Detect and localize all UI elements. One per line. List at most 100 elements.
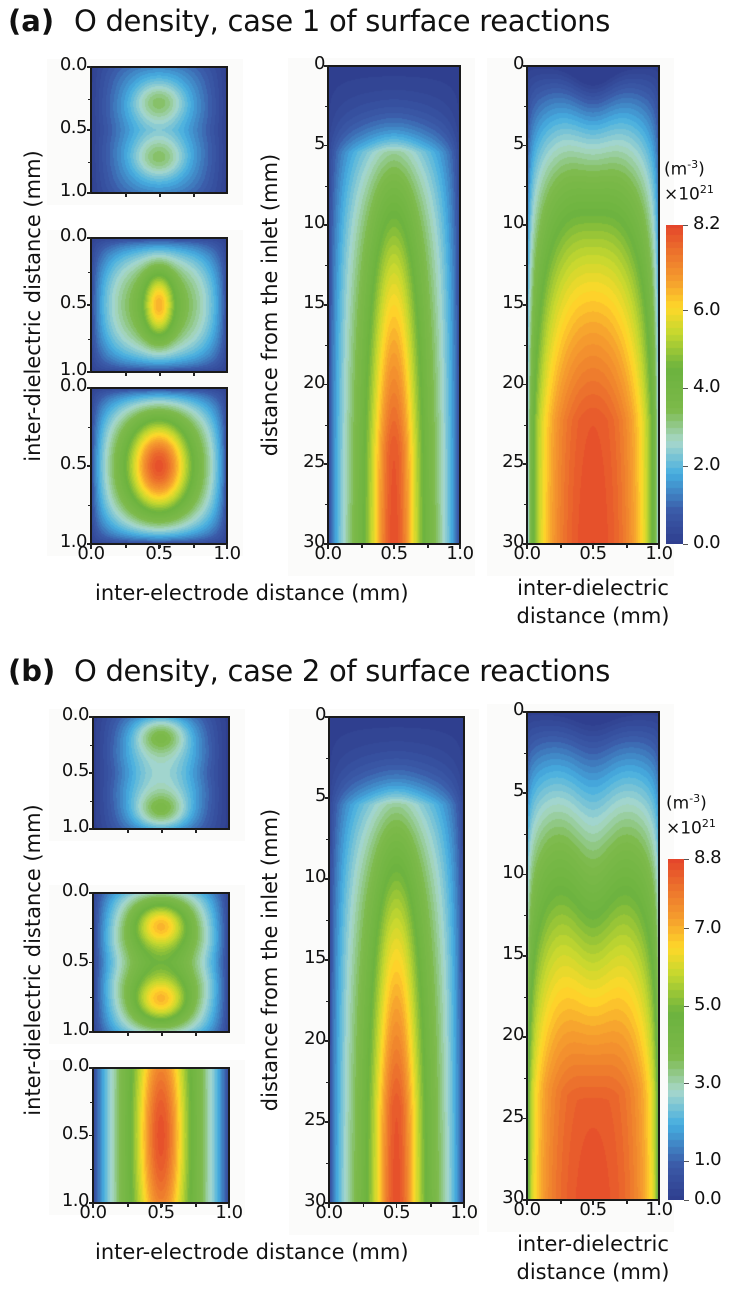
panel-a-cross-section-3-ytick	[87, 465, 91, 467]
panel-a-electrode-plane-ytick-label: 20	[303, 371, 325, 393]
panel-b-dielectric-plane-xminor	[560, 1200, 562, 1204]
panel-b-colorbar-tick	[684, 1199, 689, 1201]
panel-b-unit-exp: -3	[689, 792, 701, 805]
panel-b-electrode-plane-ytick	[325, 878, 329, 880]
panel-b-dielectric-plane-ytick-label: 30	[502, 1187, 524, 1208]
panel-a-cross-section-2-ytick-label: 1.0	[59, 359, 88, 380]
panel-a-colorbar	[666, 225, 683, 544]
panel-a-dielectric-plane-xminor	[626, 544, 628, 548]
panel-a-dielectric-plane-yminor	[524, 105, 527, 107]
panel-b-cross-section-xminor	[195, 1203, 197, 1207]
panel-b-dielectric-plane-xtick	[526, 1200, 528, 1205]
panel-b-dielectric-plane-ytick	[523, 955, 527, 957]
panel-a-dielectric-xlabel-1: inter-dielectric	[517, 576, 669, 600]
panel-a-colorbar-label: 4.0	[693, 376, 721, 398]
panel-b-scale-base: ×10	[666, 818, 702, 839]
panel-b-cross-section-xtick-label: 0.0	[79, 1202, 107, 1223]
panel-a-cross-section-2-xminor	[159, 372, 161, 376]
panel-b-cross-section-3-ytick	[89, 1202, 93, 1204]
panel-b-dielectric-plane-yminor	[524, 996, 527, 998]
panel-b-electrode-plane-ytick	[325, 1121, 329, 1123]
panel-b-colorbar-label: 8.8	[694, 847, 722, 868]
panel-b-cross-section-3-xminor	[161, 1203, 163, 1207]
panel-b-electrode-plane-ytick-label: 5	[315, 785, 326, 806]
panel-a-dielectric-plane-ytick-label: 25	[502, 451, 524, 473]
panel-a-cross-section-3-ytick	[87, 387, 91, 389]
panel-a-electrode-plane-ytick-label: 25	[303, 451, 325, 473]
panel-b-electrode-plane-yminor	[326, 757, 329, 759]
panel-a-cross-section-3-ytick-label: 0.5	[59, 453, 88, 474]
panel-a-cross-section-xtick	[226, 544, 228, 549]
panel-a-colorbar-tick	[683, 310, 688, 312]
panel-b-electrode-xlabel: inter-electrode distance (mm)	[95, 1240, 409, 1264]
panel-a-cross-section-2-ytick	[87, 371, 91, 373]
panel-a-electrode-plane-xminor	[427, 544, 429, 548]
panel-a-electrode-plane-map-frame	[327, 65, 461, 545]
panel-b-cross-section-1-ytick-label: 0.0	[61, 704, 90, 725]
panel-b-dielectric-plane-ytick	[523, 1199, 527, 1201]
panel-a-colorbar-tick	[683, 387, 688, 390]
panel-b-cross-section-map-3-frame	[92, 1067, 230, 1204]
panel-b-cross-section-ylabel: inter-dielectric distance (mm)	[21, 804, 45, 1116]
panel-b-dielectric-plane-yminor	[524, 1159, 527, 1161]
panel-b-cross-section-2-xminor	[195, 1032, 197, 1036]
panel-b-electrode-plane-map	[329, 717, 464, 1203]
panel-b-cross-section-1-ytick-label: 0.5	[61, 760, 90, 781]
panel-b-dielectric-plane-ytick	[523, 792, 527, 794]
panel-a-cross-section-1-ytick	[87, 192, 91, 194]
panel-b-unit-close: )	[700, 793, 707, 814]
panel-a-dielectric-plane-xminor	[560, 544, 562, 548]
panel-b-cross-section-1-ytick	[89, 716, 93, 718]
panel-a-dielectric-plane-xtick	[658, 544, 660, 549]
panel-a-dielectric-plane-ytick-label: 15	[502, 292, 524, 313]
panel-a-cross-section-xminor	[193, 544, 195, 548]
panel-b-cross-section-2-ytick	[89, 1031, 93, 1033]
panel-a-cross-section-1-ytick-label: 1.0	[59, 180, 88, 201]
panel-a-dielectric-plane-ytick	[523, 304, 527, 306]
panel-b-electrode-plane-yminor	[326, 1081, 329, 1083]
panel-a-cross-section-2-ytick	[87, 237, 91, 239]
panel-a-colorbar-label: 8.2	[693, 213, 721, 234]
panel-a-electrode-plane-yminor	[325, 105, 328, 107]
panel-b-cross-section-map-1	[93, 717, 229, 829]
panel-b-dielectric-plane-xminor	[626, 1200, 628, 1204]
panel-a-electrode-plane-xminor	[361, 544, 363, 548]
panel-a-cross-section-map-3-frame	[90, 387, 228, 545]
panel-b-electrode-plane-xtick	[395, 1203, 397, 1208]
panel-a-cross-section-1-yminor	[88, 98, 91, 100]
panel-a-electrode-plane-ytick	[324, 144, 328, 147]
panel-a-cross-section-2-yminor	[88, 338, 91, 340]
panel-b-dielectric-xlabel-2: distance (mm)	[516, 1260, 670, 1284]
panel-b-colorbar	[668, 859, 684, 1200]
panel-b-dielectric-plane-ytick	[523, 873, 527, 876]
panel-b-electrode-plane-ylabel: distance from the inlet (mm)	[258, 808, 282, 1112]
panel-a-cross-section-1-ytick	[87, 129, 91, 131]
panel-a-cross-section-1-xminor	[125, 193, 127, 197]
panel-b-cross-section-1-xminor	[127, 829, 129, 833]
panel-a-unit-exp: -3	[687, 158, 699, 171]
panel-b-cross-section-1-yminor	[90, 745, 93, 746]
panel-a-cross-section-xtick	[158, 544, 160, 549]
panel-b-electrode-plane-xtick-label: 1.0	[450, 1202, 478, 1223]
panel-b-dielectric-plane-xtick-label: 0.5	[579, 1199, 607, 1220]
panel-a-electrode-plane-xtick	[459, 544, 461, 549]
panel-a-dielectric-plane-map-frame	[526, 65, 660, 545]
panel-b-colorbar-tick	[684, 928, 689, 930]
panel-a-cross-section-1-yminor	[88, 161, 91, 163]
panel-a-dielectric-xlabel-2: distance (mm)	[516, 604, 670, 628]
panel-b-electrode-plane-yminor	[326, 1000, 329, 1002]
panel-a-cross-section-3-ytick-label: 1.0	[59, 531, 88, 552]
panel-b-cross-section-xtick-label: 1.0	[215, 1202, 243, 1223]
panel-b-cross-section-map-2	[93, 893, 229, 1032]
panel-b-dielectric-plane-xtick-label: 0.0	[513, 1199, 541, 1220]
panel-a-cross-section-2-ytick-label: 0.0	[59, 225, 88, 246]
panel-a-electrode-plane-ytick	[324, 65, 328, 67]
panel-b-colorbar-tick	[684, 858, 689, 860]
panel-a-electrode-plane-ytick	[324, 543, 328, 545]
panel-a-dielectric-plane-xtick-label: 0.5	[579, 543, 607, 564]
panel-a-dielectric-plane-ytick-label: 0	[513, 53, 524, 74]
panel-b-cross-section-1-ytick-label: 1.0	[61, 816, 90, 837]
panel-a-cross-section-xtick-label: 0.0	[77, 543, 105, 564]
panel-b-cross-section-3-ytick-label: 1.0	[61, 1190, 90, 1211]
panel-a-cross-section-map-2	[91, 238, 227, 372]
